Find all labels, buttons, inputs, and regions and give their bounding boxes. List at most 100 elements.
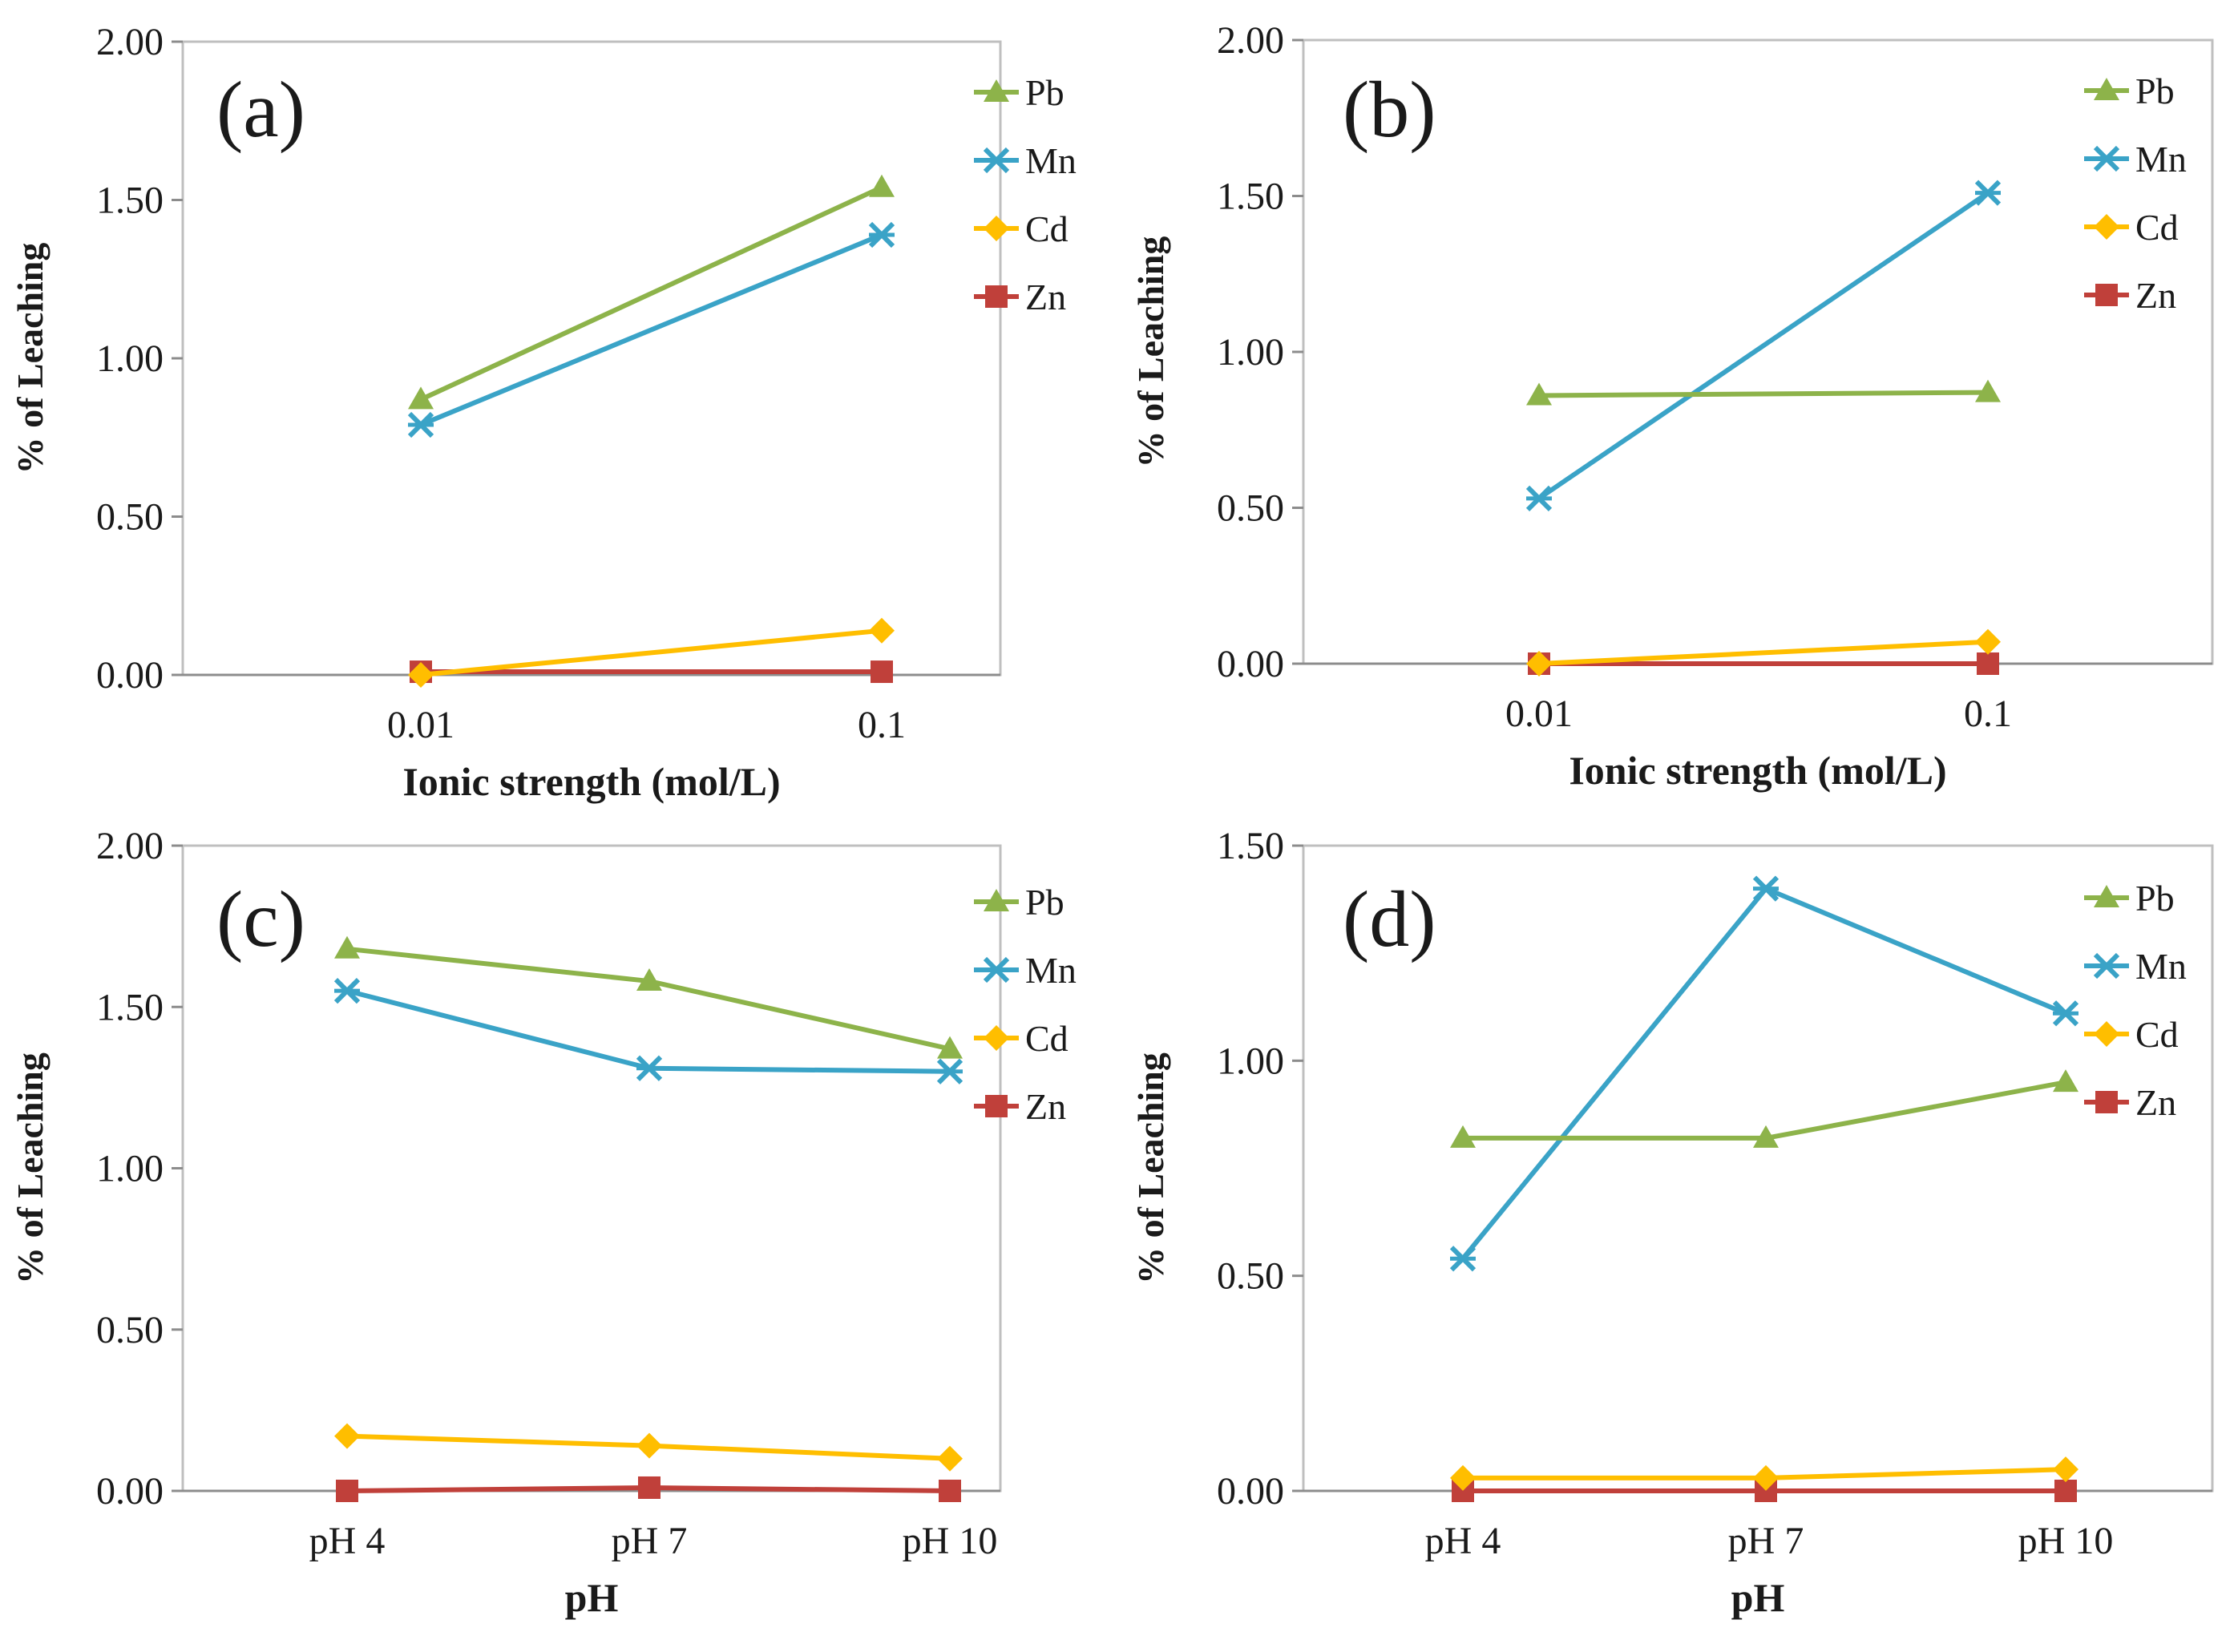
data-point [638, 1476, 661, 1499]
y-tick-label: 1.50 [96, 986, 164, 1028]
series-line [419, 232, 883, 427]
data-point [636, 1432, 662, 1459]
data-point [408, 386, 434, 410]
legend-item-cd: Cd [2084, 207, 2179, 248]
legend-item-mn: Mn [2084, 139, 2187, 180]
x-tick-label: 0.01 [387, 704, 454, 746]
legend-item-cd: Cd [974, 1018, 1069, 1059]
x-tick-label: pH 4 [309, 1520, 386, 1562]
legend-label: Cd [1025, 1018, 1069, 1059]
legend-item-mn: Mn [974, 950, 1077, 991]
y-tick-label: 2.00 [96, 825, 164, 867]
panel-label: (a) [216, 65, 305, 154]
legend-label: Cd [2135, 207, 2179, 248]
legend-marker [985, 285, 1008, 308]
data-point [937, 1036, 963, 1059]
legend-item-pb: Pb [2084, 71, 2175, 111]
legend-label: Pb [2135, 878, 2175, 919]
y-tick-label: 1.50 [96, 180, 164, 222]
y-tick-label: 1.00 [1217, 331, 1284, 374]
x-tick-label: pH 10 [903, 1520, 998, 1562]
y-axis-title: % of Leaching [10, 243, 50, 475]
y-tick-label: 0.00 [96, 1470, 164, 1513]
x-axis-title: pH [1731, 1575, 1785, 1620]
series-zn [410, 660, 893, 684]
legend-label: Pb [1025, 72, 1064, 113]
y-tick-label: 0.00 [1217, 643, 1284, 685]
data-point [1526, 651, 1552, 677]
legend-marker [985, 1095, 1008, 1117]
y-axis-title: % of Leaching [1130, 1052, 1171, 1284]
data-point [408, 662, 434, 688]
series-mn [333, 978, 963, 1085]
data-point [636, 1055, 663, 1081]
panel-label: (b) [1343, 65, 1436, 154]
legend-item-pb: Pb [974, 72, 1064, 113]
legend-marker [2094, 78, 2119, 100]
legend-marker [984, 216, 1009, 241]
legend-label: Mn [1025, 950, 1077, 991]
legend-item-pb: Pb [974, 882, 1064, 923]
data-point [1525, 485, 1553, 511]
y-tick-label: 0.50 [1217, 1255, 1284, 1298]
legend-item-mn: Mn [2084, 946, 2187, 987]
data-point [1977, 652, 1999, 675]
y-tick-label: 1.50 [1217, 176, 1284, 218]
data-point [868, 221, 895, 248]
data-point [1753, 1125, 1779, 1148]
legend-marker [2094, 214, 2119, 240]
chart-panel-3: 0.00 0.50 1.00 1.50 2.00 pH 4 pH 7 pH 10 pH % of … [10, 825, 1077, 1620]
x-tick-label: pH 7 [1728, 1520, 1804, 1562]
chart-panel-4: 0.00 0.50 1.00 1.50 pH 4 pH 7 pH 10 pH % of Leac… [1130, 825, 2214, 1620]
chart-panel-1: 0.00 0.50 1.00 1.50 2.00 0.01 0.1 Ionic strengt… [10, 21, 1077, 804]
x-tick-label: pH 7 [612, 1520, 688, 1562]
series-cd [408, 617, 895, 688]
x-axis-title: pH [565, 1575, 619, 1620]
legend-item-cd: Cd [974, 208, 1069, 249]
legend-item-zn: Zn [974, 1086, 1066, 1127]
legend: Pb Mn Cd Zn [2084, 71, 2187, 316]
y-tick-label: 2.00 [96, 21, 164, 63]
series-mn [1449, 875, 2079, 1272]
legend-label: Mn [2135, 139, 2187, 180]
plot-frame [181, 844, 1002, 1492]
legend-marker [2094, 1021, 2119, 1047]
legend-item-zn: Zn [2084, 1082, 2176, 1123]
series-pb [1450, 1069, 2078, 1148]
x-tick-label: pH 10 [2018, 1520, 2114, 1562]
y-tick-label: 1.00 [96, 337, 164, 380]
legend-label: Zn [1025, 1086, 1066, 1127]
y-tick-label: 1.00 [1217, 1040, 1284, 1082]
y-tick-label: 1.00 [96, 1148, 164, 1190]
legend-marker [2093, 952, 2120, 979]
legend: Pb Mn Cd Zn [974, 882, 1077, 1127]
plot-frame [1302, 844, 2214, 1492]
data-point [1975, 379, 2001, 402]
y-axis-title: % of Leaching [10, 1052, 50, 1284]
data-point [407, 411, 434, 438]
series-mn [1525, 180, 2002, 511]
x-tick-label: 0.01 [1505, 693, 1573, 735]
legend-marker [2095, 284, 2118, 306]
legend-item-cd: Cd [2084, 1014, 2179, 1055]
data-point [1753, 1464, 1779, 1491]
y-tick-label: 0.50 [96, 496, 164, 539]
data-point [1975, 628, 2001, 655]
series-cd [1450, 1456, 2078, 1491]
data-point [2053, 1456, 2078, 1483]
series-cd [334, 1423, 963, 1472]
data-point [1450, 1464, 1476, 1491]
y-tick-label: 0.00 [1217, 1470, 1284, 1513]
series-zn [336, 1476, 961, 1502]
data-point [1526, 382, 1552, 406]
x-axis-title: Ionic strength (mol/L) [1569, 748, 1946, 793]
y-tick-label: 0.50 [1217, 487, 1284, 530]
data-point [334, 935, 360, 959]
legend-marker [2095, 1091, 2118, 1113]
legend-label: Pb [1025, 882, 1064, 923]
legend-marker [984, 1025, 1009, 1051]
data-point [333, 978, 361, 1004]
data-point [869, 174, 895, 197]
y-tick-label: 2.00 [1217, 19, 1284, 62]
legend-item-zn: Zn [2084, 275, 2176, 316]
